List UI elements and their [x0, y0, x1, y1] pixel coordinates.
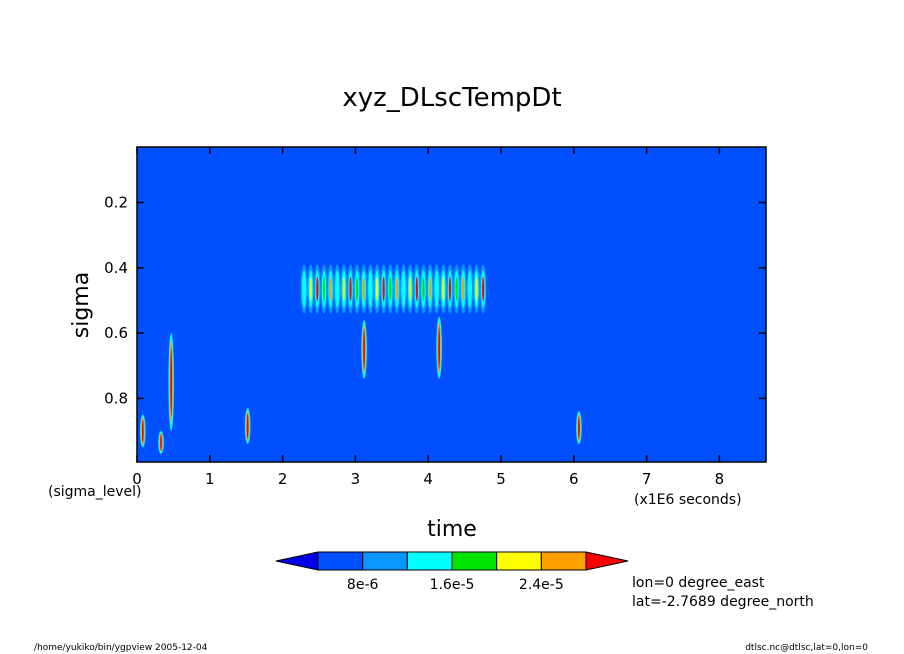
streak-core-5: [578, 416, 580, 440]
colorbar-label-2: 2.4e-5: [519, 577, 564, 593]
band-core-5: [336, 276, 339, 302]
x-tick-label-8: 8: [715, 470, 725, 488]
streak-core-7: [160, 434, 162, 451]
band-core-23: [455, 276, 458, 302]
band-core-7: [349, 276, 352, 302]
band-core-19: [428, 276, 432, 302]
x-tick-label-2: 2: [278, 470, 288, 488]
streak-core-1: [363, 328, 366, 370]
band-core-17: [415, 276, 418, 302]
y-tick-label-0: 0.2: [104, 193, 128, 211]
x-tick-label-4: 4: [423, 470, 433, 488]
y-axis: 0.2 0.4 0.6 0.8: [104, 193, 766, 407]
x-axis-label: time: [427, 517, 477, 542]
plot-frame: [136, 146, 767, 463]
x-tick-label-0: 0: [132, 470, 142, 488]
band-core-10: [369, 276, 372, 302]
streak-core-4: [246, 413, 249, 439]
band-core-16: [409, 276, 412, 302]
band-core-14: [395, 276, 399, 302]
band-core-2: [316, 276, 319, 302]
band-core-24: [462, 276, 465, 302]
chart-title: xyz_DLscTempDt: [342, 83, 561, 113]
colorbar-cell-0: [317, 551, 364, 571]
y-tick-label-1: 0.4: [104, 259, 128, 277]
band-core-12: [382, 276, 385, 302]
colorbar-cell-4: [496, 551, 542, 571]
x-tick-label-1: 1: [205, 470, 215, 488]
x-tick-label-7: 7: [642, 470, 652, 488]
y-tick-label-2: 0.6: [104, 324, 128, 342]
annotation-lon: lon=0 degree_east: [632, 575, 765, 591]
colorbar-label-0: 8e-6: [347, 577, 379, 593]
band-core-21: [442, 276, 445, 302]
band-core-20: [435, 276, 438, 302]
colorbar-cell-3: [451, 551, 498, 571]
colorbar-label-1: 1.6e-5: [430, 577, 475, 593]
x-tick-label-3: 3: [351, 470, 361, 488]
colorbar-cell-2: [406, 551, 453, 571]
y-axis-label: sigma: [69, 272, 94, 338]
band-core-4: [329, 276, 332, 302]
streak-core-2: [438, 326, 441, 370]
band-core-27: [482, 276, 485, 302]
x-tick-label-5: 5: [496, 470, 506, 488]
colorbar-low-arrow: [275, 551, 319, 571]
streak-core-3: [170, 347, 173, 417]
x-unit-note: (x1E6 seconds): [634, 492, 742, 508]
colorbar: 8e-6 1.6e-5 2.4e-5: [275, 551, 629, 593]
y-tick-label-3: 0.8: [104, 389, 128, 407]
band-core-15: [402, 276, 405, 302]
band-core-6: [342, 276, 345, 302]
x-tick-label-6: 6: [569, 470, 579, 488]
colorbar-cell-5: [540, 551, 587, 571]
annotation-lat: lat=-2.7689 degree_north: [632, 594, 814, 610]
band-core-26: [475, 276, 478, 302]
streak-core-6: [141, 419, 144, 443]
band-core-22: [448, 276, 452, 302]
y-unit-note: (sigma_level): [48, 484, 142, 500]
footer-right: dtlsc.nc@dtlsc,lat=0,lon=0: [745, 643, 868, 653]
data-features: [140, 264, 582, 454]
band-core-1: [309, 276, 312, 302]
band-core-3: [322, 276, 326, 302]
band-core-8: [356, 276, 359, 302]
band-core-0: [303, 276, 306, 302]
band-core-9: [362, 276, 365, 302]
x-axis: 0 1 2 3 4 5 6 7 8: [132, 147, 724, 488]
band-core-25: [468, 276, 471, 302]
band-core-18: [422, 276, 425, 302]
band-core-13: [389, 276, 392, 302]
colorbar-high-arrow: [585, 551, 629, 571]
colorbar-cell-1: [362, 551, 408, 571]
band-core-11: [375, 276, 379, 302]
footer-left: /home/yukiko/bin/ygpview 2005-12-04: [34, 643, 208, 653]
